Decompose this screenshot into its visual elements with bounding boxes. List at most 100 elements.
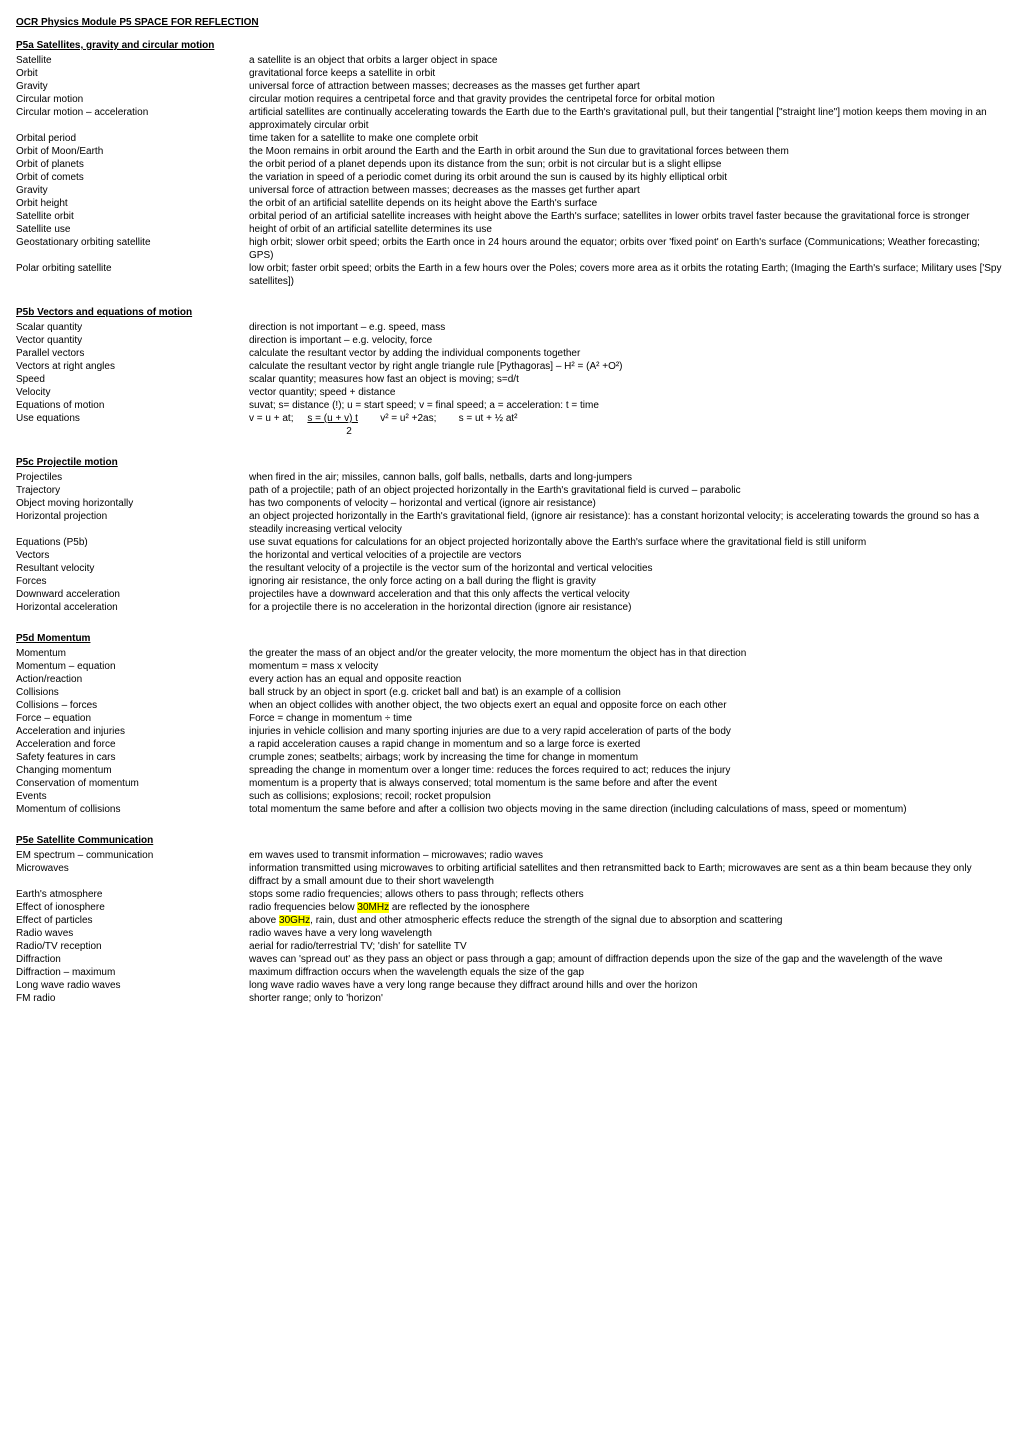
- term: Equations of motion: [16, 399, 249, 412]
- term: Velocity: [16, 386, 249, 399]
- definition-row: Geostationary orbiting satellitehigh orb…: [16, 236, 1004, 262]
- definition-row: Orbit of cometsthe variation in speed of…: [16, 171, 1004, 184]
- eq-part: v = u + at;: [249, 413, 293, 424]
- definition: em waves used to transmit information – …: [249, 849, 1004, 862]
- term: Effect of ionosphere: [16, 901, 249, 914]
- definition-row: Circular motion – accelerationartificial…: [16, 106, 1004, 132]
- term: Scalar quantity: [16, 321, 249, 334]
- term: Momentum – equation: [16, 660, 249, 673]
- definition: calculate the resultant vector by right …: [249, 360, 1004, 373]
- term: Circular motion – acceleration: [16, 106, 249, 119]
- term: Parallel vectors: [16, 347, 249, 360]
- definition-row: Effect of ionosphereradio frequencies be…: [16, 901, 1004, 914]
- definition: gravitational force keeps a satellite in…: [249, 67, 1004, 80]
- definition-row: Equations of motionsuvat; s= distance (!…: [16, 399, 1004, 412]
- definition: artificial satellites are continually ac…: [249, 106, 1004, 132]
- term: Changing momentum: [16, 764, 249, 777]
- term: Horizontal projection: [16, 510, 249, 523]
- definition-row: Earth's atmospherestops some radio frequ…: [16, 888, 1004, 901]
- definition: projectiles have a downward acceleration…: [249, 588, 1004, 601]
- term: Satellite use: [16, 223, 249, 236]
- definition: time taken for a satellite to make one c…: [249, 132, 1004, 145]
- term: Conservation of momentum: [16, 777, 249, 790]
- definition: information transmitted using microwaves…: [249, 862, 1004, 888]
- term: Diffraction – maximum: [16, 966, 249, 979]
- definition-row: Effect of particlesabove 30GHz, rain, du…: [16, 914, 1004, 927]
- definition-row: Equations (P5b)use suvat equations for c…: [16, 536, 1004, 549]
- term: Vectors: [16, 549, 249, 562]
- definition: direction is important – e.g. velocity, …: [249, 334, 1004, 347]
- definition: momentum = mass x velocity: [249, 660, 1004, 673]
- section-heading: P5d Momentum: [16, 632, 1004, 645]
- term: Long wave radio waves: [16, 979, 249, 992]
- definition: ball struck by an object in sport (e.g. …: [249, 686, 1004, 699]
- definition: Force = change in momentum ÷ time: [249, 712, 1004, 725]
- definition: when an object collides with another obj…: [249, 699, 1004, 712]
- definition-row: Horizontal projectionan object projected…: [16, 510, 1004, 536]
- definition-row: Scalar quantitydirection is not importan…: [16, 321, 1004, 334]
- term: Radio waves: [16, 927, 249, 940]
- term: Use equations: [16, 412, 249, 425]
- section-heading: P5c Projectile motion: [16, 456, 1004, 469]
- document-title: OCR Physics Module P5 SPACE FOR REFLECTI…: [16, 16, 1004, 29]
- term: Satellite orbit: [16, 210, 249, 223]
- definition-row: Acceleration and injuriesinjuries in veh…: [16, 725, 1004, 738]
- definition-row: EM spectrum – communicationem waves used…: [16, 849, 1004, 862]
- definition-row: Satellitea satellite is an object that o…: [16, 54, 1004, 67]
- definition-row: Downward accelerationprojectiles have a …: [16, 588, 1004, 601]
- term: Trajectory: [16, 484, 249, 497]
- term: Earth's atmosphere: [16, 888, 249, 901]
- definition: the resultant velocity of a projectile i…: [249, 562, 1004, 575]
- term: Satellite: [16, 54, 249, 67]
- definition: aerial for radio/terrestrial TV; 'dish' …: [249, 940, 1004, 953]
- definition: momentum is a property that is always co…: [249, 777, 1004, 790]
- definition-row: Gravityuniversal force of attraction bet…: [16, 184, 1004, 197]
- definition-row: Velocityvector quantity; speed + distanc…: [16, 386, 1004, 399]
- definition: high orbit; slower orbit speed; orbits t…: [249, 236, 1004, 262]
- definition: universal force of attraction between ma…: [249, 184, 1004, 197]
- definition-row: Eventssuch as collisions; explosions; re…: [16, 790, 1004, 803]
- term: Gravity: [16, 184, 249, 197]
- section-heading: P5a Satellites, gravity and circular mot…: [16, 39, 1004, 52]
- definition: radio waves have a very long wavelength: [249, 927, 1004, 940]
- section-heading: P5e Satellite Communication: [16, 834, 1004, 847]
- definition-row: Resultant velocitythe resultant velocity…: [16, 562, 1004, 575]
- definition: such as collisions; explosions; recoil; …: [249, 790, 1004, 803]
- definition: vector quantity; speed + distance: [249, 386, 1004, 399]
- definition-row: Orbit of planetsthe orbit period of a pl…: [16, 158, 1004, 171]
- definition: the variation in speed of a periodic com…: [249, 171, 1004, 184]
- definition-row: Diffraction – maximummaximum diffraction…: [16, 966, 1004, 979]
- term: Orbit of planets: [16, 158, 249, 171]
- definition: radio frequencies below 30MHz are reflec…: [249, 901, 1004, 914]
- term: Equations (P5b): [16, 536, 249, 549]
- definition: v = u + at; s = (u + v) t v² = u² +2as; …: [249, 412, 1004, 438]
- term: Force – equation: [16, 712, 249, 725]
- term: Downward acceleration: [16, 588, 249, 601]
- term: Diffraction: [16, 953, 249, 966]
- definition-row: Changing momentumspreading the change in…: [16, 764, 1004, 777]
- term: Vectors at right angles: [16, 360, 249, 373]
- definition-row: Vectorsthe horizontal and vertical veloc…: [16, 549, 1004, 562]
- definition: spreading the change in momentum over a …: [249, 764, 1004, 777]
- definition: a rapid acceleration causes a rapid chan…: [249, 738, 1004, 751]
- eq-frac-bot: 2: [346, 426, 352, 437]
- definition-row: Orbitgravitational force keeps a satelli…: [16, 67, 1004, 80]
- definition-row: Use equationsv = u + at; s = (u + v) t v…: [16, 412, 1004, 438]
- definition: direction is not important – e.g. speed,…: [249, 321, 1004, 334]
- definition-row: Radio wavesradio waves have a very long …: [16, 927, 1004, 940]
- definition-row: Collisions – forceswhen an object collid…: [16, 699, 1004, 712]
- term: Events: [16, 790, 249, 803]
- definition: every action has an equal and opposite r…: [249, 673, 1004, 686]
- definition: path of a projectile; path of an object …: [249, 484, 1004, 497]
- term: Polar orbiting satellite: [16, 262, 249, 275]
- term: FM radio: [16, 992, 249, 1005]
- term: Orbit of Moon/Earth: [16, 145, 249, 158]
- definition: ignoring air resistance, the only force …: [249, 575, 1004, 588]
- definition-row: Gravityuniversal force of attraction bet…: [16, 80, 1004, 93]
- definition-row: Polar orbiting satellitelow orbit; faste…: [16, 262, 1004, 288]
- definition: when fired in the air; missiles, cannon …: [249, 471, 1004, 484]
- definition-row: Parallel vectorscalculate the resultant …: [16, 347, 1004, 360]
- eq-part: v² = u² +2as;: [380, 413, 436, 424]
- definition: low orbit; faster orbit speed; orbits th…: [249, 262, 1004, 288]
- definition: waves can 'spread out' as they pass an o…: [249, 953, 1004, 966]
